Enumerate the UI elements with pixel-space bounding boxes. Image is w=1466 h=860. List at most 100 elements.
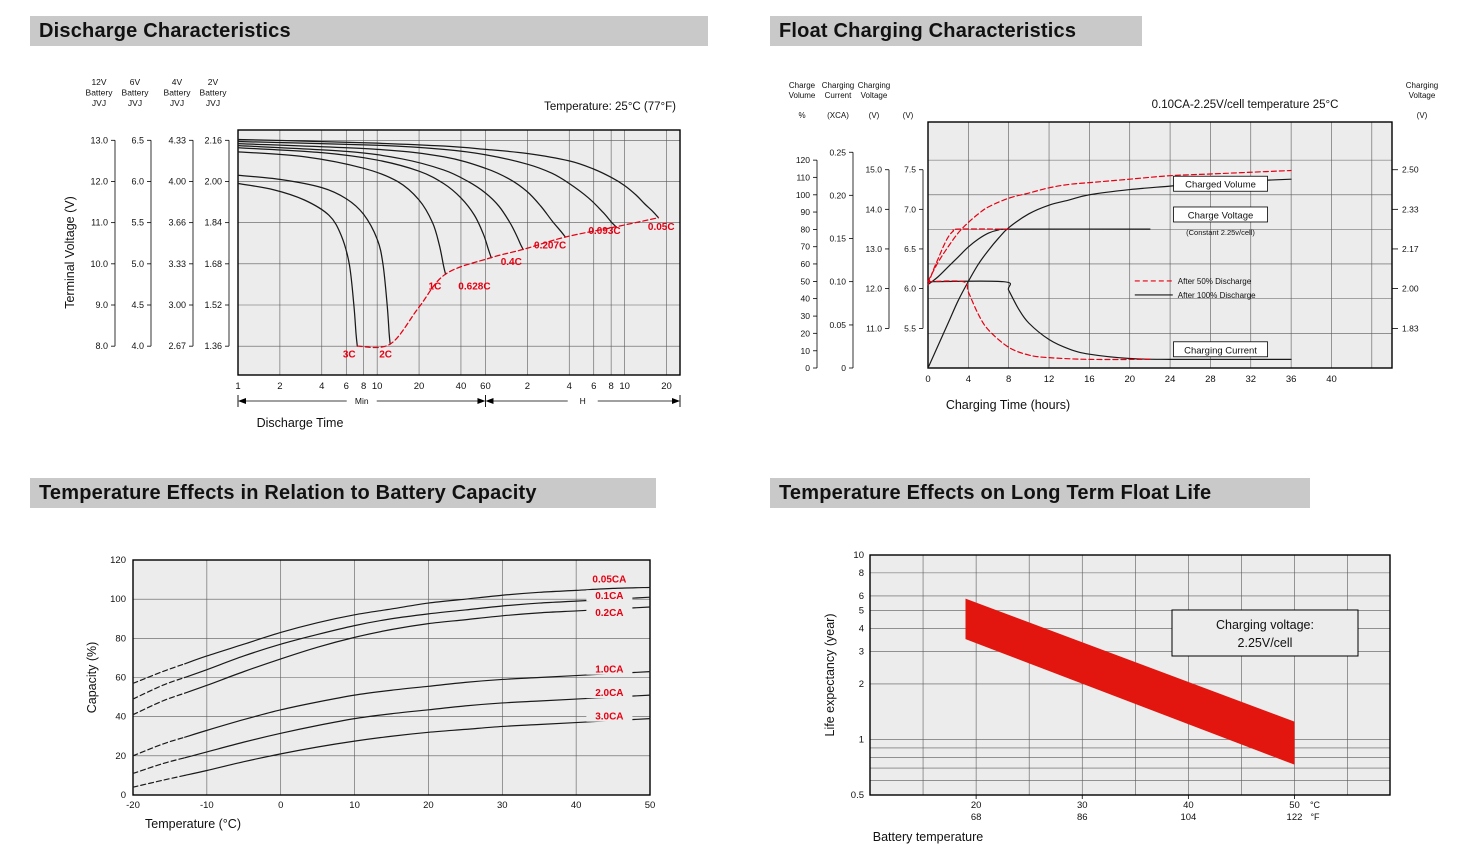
chart-label: Charge Voltage xyxy=(1188,210,1254,221)
curve-0.05CA xyxy=(184,586,651,665)
y-tick: 12.0 xyxy=(865,284,882,294)
x-tick: 20 xyxy=(1124,374,1135,385)
axis-header: Charging xyxy=(822,81,854,90)
y-tick: 6.0 xyxy=(904,284,916,294)
y-tick: 40 xyxy=(115,712,126,723)
axis-header: Battery xyxy=(122,88,150,98)
y-tick: 2.50 xyxy=(1402,165,1419,175)
y-tick: 1.52 xyxy=(204,300,222,310)
rate-label-2C: 2C xyxy=(379,349,392,360)
y-tick: 120 xyxy=(796,155,810,165)
plot-border xyxy=(132,559,651,796)
plot-area xyxy=(238,130,680,375)
y-tick: 0.10 xyxy=(829,277,846,287)
annotation-line: 2.25V/cell xyxy=(1238,636,1293,650)
curve-charging-current-50 xyxy=(927,280,1151,361)
temp-capacity-title: Temperature Effects in Relation to Batte… xyxy=(30,478,656,508)
y-tick: 40 xyxy=(801,294,811,304)
curve-0.1CA xyxy=(184,596,651,679)
curve-1C xyxy=(237,151,447,275)
plot-border xyxy=(237,129,681,376)
curve-charged-volume-50 xyxy=(927,169,1292,282)
curve-0.05C xyxy=(237,138,660,219)
y-tick: 4.00 xyxy=(168,176,186,186)
x-tick: 1 xyxy=(235,381,240,392)
y-tick: 120 xyxy=(110,555,126,566)
curve-0.1CA-extrapolated xyxy=(132,676,186,700)
y-tick: 0.5 xyxy=(851,790,864,801)
x-tick-celsius: 50 xyxy=(1289,800,1300,811)
y-tick: 6 xyxy=(859,591,864,602)
axis-unit: % xyxy=(798,111,805,120)
y-tick: 12.0 xyxy=(90,176,108,186)
x-tick: 12 xyxy=(1044,374,1055,385)
y-tick: 9.0 xyxy=(95,300,108,310)
y-tick: 60 xyxy=(801,259,811,269)
y-tick: 60 xyxy=(115,673,126,684)
plot-border xyxy=(869,554,1391,796)
y-tick: 50 xyxy=(801,276,811,286)
rate-label-0.093C: 0.093C xyxy=(588,226,620,237)
x-tick: 24 xyxy=(1165,374,1176,385)
y-tick: 6.0 xyxy=(131,176,144,186)
temp-capacity-section: Temperature Effects in Relation to Batte… xyxy=(30,478,720,858)
float-life-chart-canvas: Charging voltage:2.25V/cell1086543210.52… xyxy=(823,550,1391,844)
y-tick: 3 xyxy=(859,646,864,657)
rate-label-0.05CA: 0.05CA xyxy=(592,575,626,586)
x-tick: 32 xyxy=(1245,374,1256,385)
discharge-chart-canvas: 1 2 4 6 8 10 20 40 60 2 4 6 8 10 20 3C 2C 1C 0.628C 0.4C 0.2… xyxy=(63,77,681,430)
float-life-section: Temperature Effects on Long Term Float L… xyxy=(770,478,1460,860)
curve-1.0CA xyxy=(184,671,651,738)
temp-capacity-chart-canvas: -20 -10 0 10 20 30 40 50 0 20 40 60 80 100 120 0.05CA 0.… xyxy=(85,555,655,831)
axis-unit: (V) xyxy=(903,111,914,120)
y-tick: 6.5 xyxy=(904,244,916,254)
x-tick: 10 xyxy=(619,381,630,392)
rate-label-0.2CA: 0.2CA xyxy=(595,608,623,619)
curve-0.4C xyxy=(237,145,524,251)
float-charging-section: Float Charging Characteristics 0 4 8 12 16 20… xyxy=(770,16,1460,440)
x-tick: 4 xyxy=(319,381,324,392)
x-tick: 6 xyxy=(344,381,349,392)
y-tick: 0.05 xyxy=(829,320,846,330)
y-tick: 1 xyxy=(859,734,864,745)
y-tick: 90 xyxy=(801,207,811,217)
x-axis-label: Battery temperature xyxy=(873,830,984,844)
x-tick: 8 xyxy=(361,381,366,392)
plot-border xyxy=(927,121,1393,369)
curve-2.0CA-extrapolated xyxy=(132,757,186,775)
legend-item: After 100% Discharge xyxy=(1178,291,1256,300)
axis-header: Volume xyxy=(789,91,816,100)
y-tick: 1.84 xyxy=(204,218,222,228)
y-tick: 13.0 xyxy=(865,244,882,254)
y-tick: 0 xyxy=(841,363,846,373)
x-tick: 40 xyxy=(456,381,467,392)
curve-1.0CA-extrapolated xyxy=(132,736,186,757)
x-tick: 8 xyxy=(1006,374,1011,385)
curve-cutoff xyxy=(356,217,660,349)
x-tick: 4 xyxy=(966,374,971,385)
y-tick: 0 xyxy=(121,790,126,801)
axis-header: Charging xyxy=(858,81,890,90)
y-tick: 2.33 xyxy=(1402,204,1419,214)
x-tick: 2 xyxy=(525,381,530,392)
y-tick: 2.67 xyxy=(168,341,186,351)
y-tick: 2.00 xyxy=(204,176,222,186)
x-section-label: Min xyxy=(355,396,369,406)
x-tick: 4 xyxy=(567,381,572,392)
discharge-section: Discharge Characteristics 1 2 4 6 8 10 20 40 60 2… xyxy=(30,16,720,440)
float-life-title: Temperature Effects on Long Term Float L… xyxy=(770,478,1310,508)
x-tick: 60 xyxy=(480,381,491,392)
x-tick: 10 xyxy=(372,381,383,392)
chart-label: (Constant 2.25v/cell) xyxy=(1186,228,1255,237)
axis-header: Voltage xyxy=(1409,91,1436,100)
y-tick: 3.33 xyxy=(168,259,186,269)
y-tick: 8 xyxy=(859,568,864,579)
y-tick: 1.36 xyxy=(204,341,222,351)
y-tick: 5.5 xyxy=(131,218,144,228)
y-tick: 0 xyxy=(805,363,810,373)
axis-header: Charging xyxy=(1406,81,1438,90)
x-axis-label: Discharge Time xyxy=(257,416,344,430)
x-tick: 30 xyxy=(497,800,508,811)
y-tick: 10 xyxy=(801,346,811,356)
